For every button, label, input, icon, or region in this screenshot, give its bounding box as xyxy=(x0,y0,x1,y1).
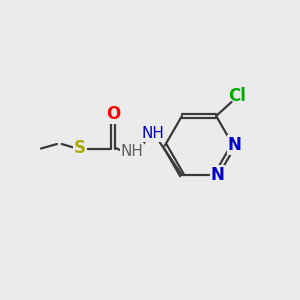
Text: S: S xyxy=(74,139,86,157)
Text: O: O xyxy=(106,105,120,123)
Text: N: N xyxy=(211,166,225,184)
Text: Cl: Cl xyxy=(228,87,246,105)
Text: NH: NH xyxy=(121,144,144,159)
Text: NH: NH xyxy=(142,126,164,141)
Text: N: N xyxy=(228,136,242,154)
